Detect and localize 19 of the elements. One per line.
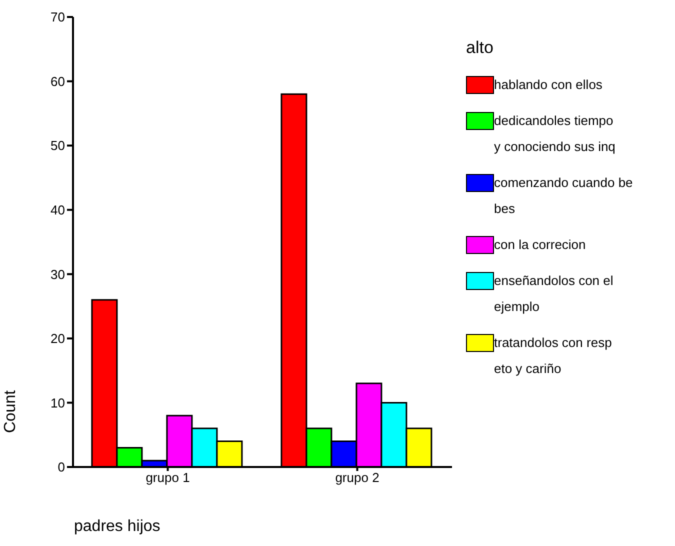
y-tick-label: 70 [50,10,65,25]
y-tick-label: 0 [58,460,65,475]
y-tick-label: 20 [50,331,65,346]
x-axis-title: padres hijos [74,518,160,536]
legend-title: alto [466,38,494,58]
legend-label: con la correcion [494,236,586,254]
x-tick-label: grupo 2 [335,470,380,486]
legend-label: hablando con ellos [494,76,602,94]
y-axis-title: Count [2,390,20,433]
legend-label: comenzando cuando bebes [494,174,633,218]
y-tick-label: 40 [50,202,65,218]
legend-label: dedicandoles tiempo y conociendo sus inq [494,112,616,156]
legend-label: tratandolos con respeto y cariño [494,334,612,378]
y-tick-label: 60 [50,74,65,89]
y-tick-label: 30 [50,266,65,282]
legend-label: enseñandolos con el ejemplo [494,272,614,316]
x-tick-label: grupo 1 [146,470,190,486]
y-tick-label: 50 [50,138,65,154]
y-tick-label: 10 [50,395,65,410]
